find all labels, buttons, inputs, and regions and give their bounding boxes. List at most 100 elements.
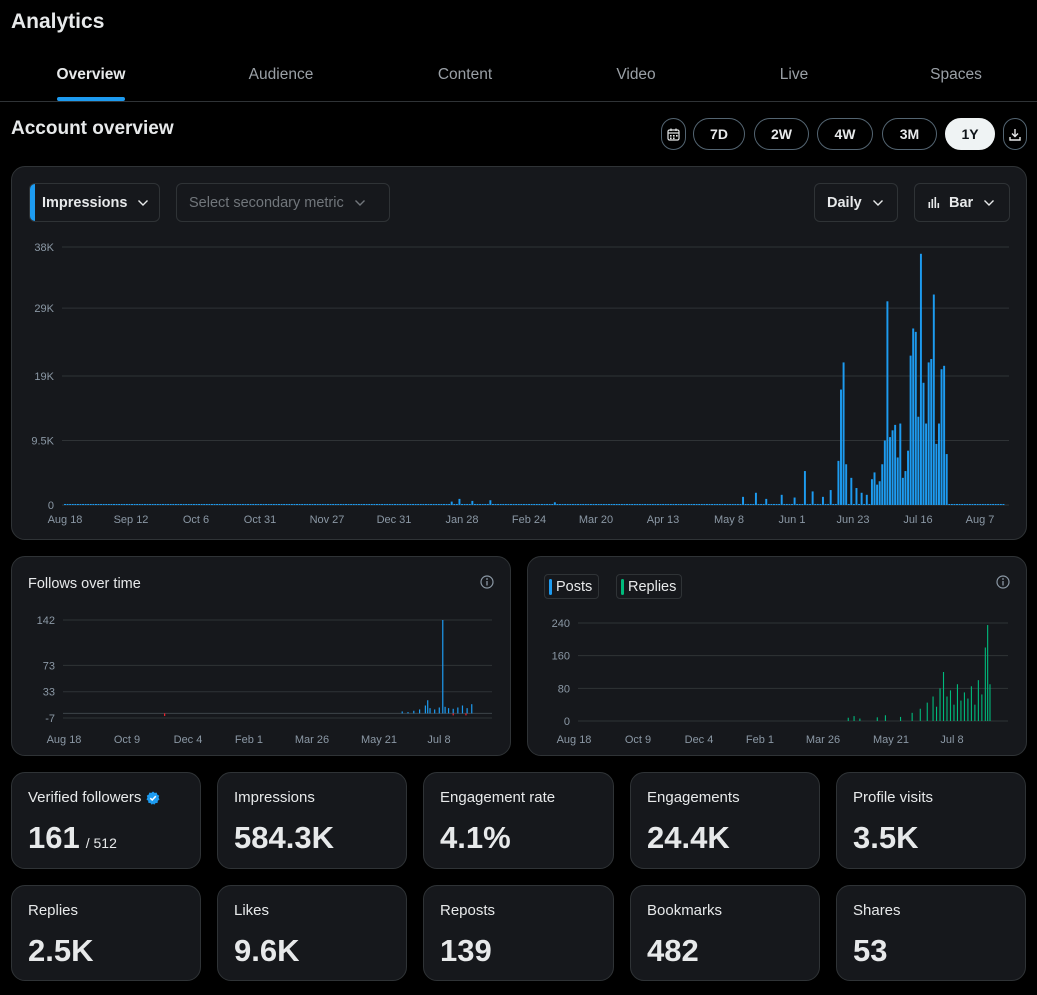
impressions-bar (770, 503, 773, 505)
posts-legend[interactable]: Posts (544, 574, 599, 599)
impressions-bar (613, 503, 616, 505)
impressions-bar (724, 503, 726, 505)
impressions-bar (927, 362, 930, 505)
x-tick-label: Oct 9 (114, 734, 140, 746)
impressions-bar (350, 503, 353, 505)
impressions-bar (301, 503, 304, 505)
metric-card[interactable]: Replies 2.5K (11, 885, 201, 981)
metric-card[interactable]: Shares 53 (836, 885, 1026, 981)
impressions-bar (940, 369, 943, 505)
impressions-bar (734, 503, 737, 505)
impressions-bar (626, 503, 628, 505)
primary-metric-label: Impressions (42, 194, 128, 211)
metric-label: Likes (234, 902, 270, 919)
impressions-bar (97, 503, 100, 505)
impressions-bar (401, 503, 404, 505)
replies-bar (967, 698, 969, 721)
y-tick-label: 38K (34, 242, 54, 254)
replies-bar (932, 696, 934, 721)
x-tick-label: May 8 (714, 514, 744, 526)
impressions-bar (997, 503, 1000, 505)
secondary-metric-select[interactable]: Select secondary metric (176, 183, 390, 222)
tab-overview[interactable]: Overview (56, 66, 126, 83)
follows-bar (444, 706, 446, 714)
y-tick-label: 73 (43, 660, 55, 672)
follows-bar (442, 620, 444, 714)
granularity-select[interactable]: Daily (814, 183, 898, 222)
impressions-bar (355, 503, 358, 505)
follows-bar (471, 704, 473, 714)
x-tick-label: Jun 23 (836, 514, 869, 526)
metric-card[interactable]: Engagements 24.4K (630, 772, 820, 869)
x-tick-label: Feb 24 (512, 514, 546, 526)
tab-video[interactable]: Video (616, 66, 656, 83)
impressions-bar (507, 503, 510, 505)
range-1y-button[interactable]: 1Y (945, 118, 995, 150)
impressions-bar (904, 471, 907, 505)
metric-card[interactable]: Profile visits 3.5K (836, 772, 1026, 869)
impressions-bar (1002, 503, 1005, 505)
impressions-bar (394, 503, 396, 505)
x-tick-label: Oct 6 (183, 514, 209, 526)
impressions-bar (221, 503, 224, 505)
impressions-bar (522, 503, 525, 505)
metric-card[interactable]: Likes 9.6K (217, 885, 407, 981)
impressions-chart-card: Impressions Select secondary metric Dail… (11, 166, 1027, 540)
range-2w-button[interactable]: 2W (754, 118, 809, 150)
follows-bar (457, 707, 459, 714)
impressions-bar (675, 503, 677, 505)
impressions-bar (669, 503, 672, 505)
impressions-bar (489, 500, 492, 505)
impressions-bar (169, 503, 172, 505)
impressions-bar (628, 503, 631, 505)
y-tick-label: 0 (48, 500, 54, 512)
primary-metric-select[interactable]: Impressions (29, 183, 160, 222)
metric-card[interactable]: Bookmarks 482 (630, 885, 820, 981)
replies-legend[interactable]: Replies (616, 574, 682, 599)
range-4w-button[interactable]: 4W (817, 118, 873, 150)
impressions-bar (64, 503, 66, 505)
range-7d-button[interactable]: 7D (693, 118, 745, 150)
download-button[interactable] (1003, 118, 1027, 150)
page-title: Analytics (11, 10, 105, 33)
metric-value: 2.5K (28, 933, 94, 968)
info-icon[interactable] (480, 575, 494, 589)
y-tick-label: 29K (34, 303, 54, 315)
impressions-bar (435, 503, 438, 505)
tab-spaces[interactable]: Spaces (930, 66, 982, 83)
metric-card[interactable]: Reposts 139 (423, 885, 614, 981)
metric-card[interactable]: Impressions 584.3K (217, 772, 407, 869)
info-icon[interactable] (996, 575, 1010, 589)
impressions-bar (855, 488, 858, 505)
range-3m-button[interactable]: 3M (882, 118, 937, 150)
metric-label: Reposts (440, 902, 496, 919)
tab-content[interactable]: Content (437, 66, 493, 83)
impressions-bar (747, 503, 750, 505)
replies-bar (911, 712, 913, 721)
impressions-bar (667, 503, 670, 505)
impressions-bar-chart: 0 9.5K 19K 29K 38K Aug 18 Sep 12 Oct 6 Oct 31 Nov… (31, 242, 1009, 526)
calendar-button[interactable] (661, 118, 686, 150)
metric-label: Shares (853, 902, 901, 919)
impressions-bar (409, 503, 412, 505)
impressions-bar (654, 503, 657, 505)
x-tick-label: Aug 18 (47, 734, 82, 746)
metric-card[interactable]: Verified followers 161 / 512 (11, 772, 201, 869)
chart-type-select[interactable]: Bar (914, 183, 1010, 222)
impressions-bar (677, 503, 680, 505)
impressions-bar (992, 503, 995, 505)
tab-live[interactable]: Live (779, 66, 809, 83)
impressions-bar (525, 503, 528, 505)
impressions-bar (711, 503, 714, 505)
impressions-bar (283, 503, 286, 505)
follows-bar (447, 708, 450, 714)
impressions-bar (989, 503, 992, 505)
follows-chart-card: Follows over time -7 33 73 142 Aug 18 Oct 9 De… (11, 556, 511, 756)
impressions-bar (803, 471, 806, 505)
metric-card[interactable]: Engagement rate 4.1% (423, 772, 614, 869)
impressions-bar (234, 503, 237, 505)
metric-label: Profile visits (853, 789, 934, 806)
unfollows-bar (164, 713, 166, 717)
replies-bar (853, 716, 855, 721)
tab-audience[interactable]: Audience (248, 66, 314, 83)
